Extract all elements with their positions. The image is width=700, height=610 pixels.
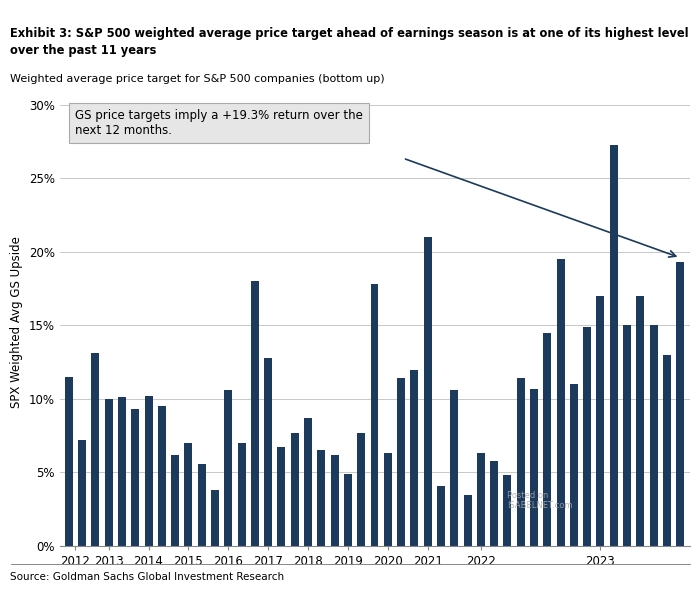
Text: GS price targets imply a +19.3% return over the
next 12 months.: GS price targets imply a +19.3% return o… xyxy=(76,109,363,137)
Bar xyxy=(543,333,552,546)
Bar xyxy=(517,378,525,546)
Bar xyxy=(676,262,684,546)
Bar xyxy=(490,461,498,546)
Bar xyxy=(197,464,206,546)
Bar xyxy=(105,399,113,546)
Bar xyxy=(463,495,472,546)
Bar xyxy=(397,378,405,546)
Bar xyxy=(357,432,365,546)
Bar xyxy=(132,409,139,546)
Text: Exhibit 3: S&P 500 weighted average price target ahead of earnings season is at : Exhibit 3: S&P 500 weighted average pric… xyxy=(10,27,689,57)
Bar xyxy=(424,237,432,546)
Bar xyxy=(65,377,73,546)
Bar xyxy=(290,432,299,546)
Bar xyxy=(344,474,352,546)
Bar xyxy=(118,398,126,546)
Bar xyxy=(503,475,512,546)
Bar xyxy=(370,284,379,546)
Bar xyxy=(556,259,565,546)
Bar xyxy=(304,418,312,546)
Bar xyxy=(636,296,644,546)
Bar xyxy=(570,384,578,546)
Bar xyxy=(530,389,538,546)
Bar xyxy=(663,355,671,546)
Bar xyxy=(184,443,192,546)
Bar xyxy=(623,326,631,546)
Bar xyxy=(477,453,485,546)
Bar xyxy=(224,390,232,546)
Bar xyxy=(251,281,259,546)
Bar xyxy=(317,450,326,546)
Bar xyxy=(78,440,86,546)
Bar xyxy=(583,327,591,546)
Bar xyxy=(330,455,339,546)
Text: Weighted average price target for S&P 500 companies (bottom up): Weighted average price target for S&P 50… xyxy=(10,74,385,84)
Bar xyxy=(145,396,153,546)
Bar xyxy=(171,455,179,546)
Bar xyxy=(437,486,445,546)
Text: Source: Goldman Sachs Global Investment Research: Source: Goldman Sachs Global Investment … xyxy=(10,572,285,582)
Bar xyxy=(410,370,419,546)
Text: Posted on
ISABELNET.com: Posted on ISABELNET.com xyxy=(507,490,573,510)
Bar xyxy=(158,406,166,546)
Bar xyxy=(277,448,286,546)
Bar xyxy=(450,390,459,546)
Bar xyxy=(92,353,99,546)
Bar xyxy=(610,145,617,546)
Y-axis label: SPX Weighted Avg GS Upside: SPX Weighted Avg GS Upside xyxy=(10,236,23,407)
Bar xyxy=(237,443,246,546)
Bar xyxy=(596,296,604,546)
Bar xyxy=(384,453,392,546)
Bar xyxy=(264,358,272,546)
Bar xyxy=(211,490,219,546)
Bar xyxy=(650,326,657,546)
